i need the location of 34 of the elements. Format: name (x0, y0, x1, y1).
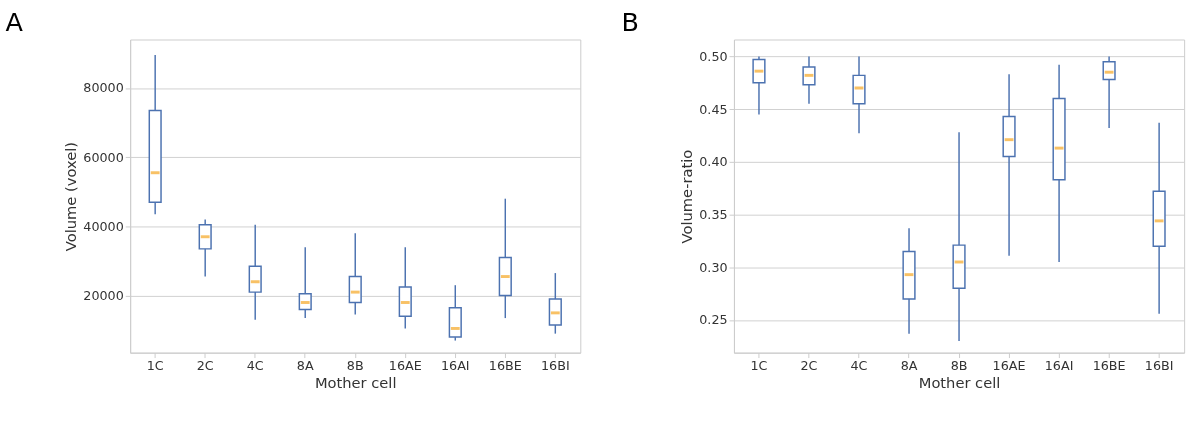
y-tick-label: 0.40 (699, 154, 728, 170)
x-tick-label: 8A (296, 357, 314, 373)
y-tick-label: 20000 (83, 287, 124, 303)
x-tick-label: 4C (246, 357, 264, 373)
x-tick-label: 16BE (1092, 357, 1126, 373)
y-tick-label: 40000 (83, 218, 124, 234)
x-tick-label: 8B (950, 357, 968, 373)
y-tick-label: 80000 (83, 80, 124, 96)
x-tick-label: 8B (346, 357, 364, 373)
x-tick-label: 16BI (1144, 357, 1174, 373)
y-axis-title: Volume-ratio (678, 149, 696, 244)
x-tick-label: 16BI (540, 357, 570, 373)
x-axis-title: Mother cell (314, 374, 397, 392)
x-tick-label: 16AI (1044, 357, 1074, 373)
x-tick-label: 8A (900, 357, 918, 373)
x-tick-label: 1C (146, 357, 164, 373)
x-tick-label: 2C (800, 357, 818, 373)
y-tick-label: 0.30 (699, 259, 728, 275)
chart-title: A (5, 6, 24, 37)
y-tick-label: 0.25 (699, 312, 728, 328)
y-tick-label: 0.35 (699, 206, 728, 222)
x-tick-label: 16AE (992, 357, 1026, 373)
x-tick-label: 16AE (388, 357, 422, 373)
x-axis-title: Mother cell (918, 374, 1001, 392)
x-tick-label: 2C (196, 357, 214, 373)
y-tick-label: 0.50 (699, 48, 728, 64)
x-tick-label: 16BE (488, 357, 522, 373)
y-axis-title: Volume (voxel) (62, 142, 80, 252)
x-tick-label: 16AI (440, 357, 470, 373)
y-tick-label: 0.45 (699, 101, 728, 117)
chart-title: B (621, 6, 639, 37)
x-tick-label: 1C (750, 357, 768, 373)
y-tick-label: 60000 (83, 149, 124, 165)
x-tick-label: 4C (850, 357, 868, 373)
